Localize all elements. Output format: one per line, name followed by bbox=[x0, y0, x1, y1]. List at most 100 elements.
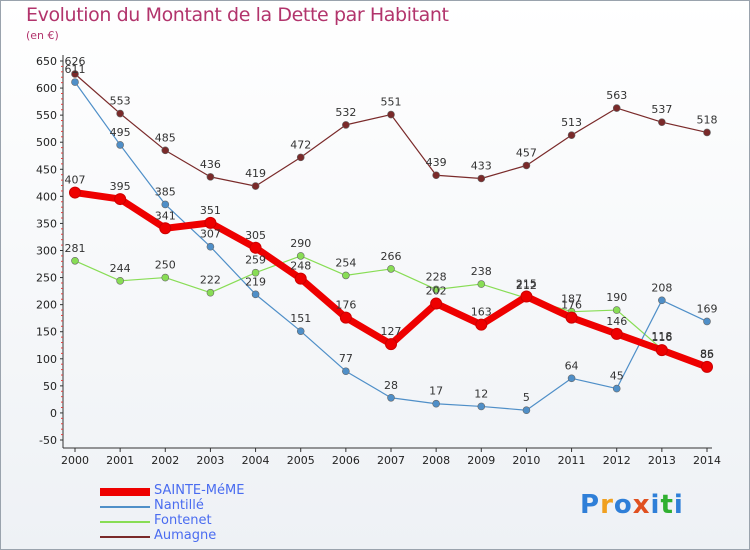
data-point bbox=[204, 216, 217, 229]
logo-letter: r bbox=[600, 490, 614, 520]
data-label: 86 bbox=[700, 347, 714, 360]
data-label: 163 bbox=[471, 306, 492, 319]
x-tick-label: 2005 bbox=[287, 454, 315, 467]
data-point bbox=[475, 318, 488, 331]
data-label: 45 bbox=[610, 370, 624, 383]
x-tick-label: 2006 bbox=[332, 454, 360, 467]
data-label: 238 bbox=[471, 265, 492, 278]
x-tick-label: 2001 bbox=[106, 454, 134, 467]
data-label: 127 bbox=[381, 325, 402, 338]
data-point bbox=[610, 327, 623, 340]
data-label: 551 bbox=[381, 96, 402, 109]
data-label: 190 bbox=[606, 291, 627, 304]
data-label: 244 bbox=[110, 262, 131, 275]
data-point bbox=[522, 406, 531, 415]
data-point bbox=[339, 311, 352, 324]
data-label: 250 bbox=[155, 259, 176, 272]
logo-letter: o bbox=[613, 490, 633, 520]
data-label: 28 bbox=[384, 379, 398, 392]
data-label: 457 bbox=[516, 146, 537, 159]
legend-swatch bbox=[100, 521, 150, 523]
data-label: 202 bbox=[426, 285, 447, 298]
data-point bbox=[71, 70, 79, 78]
x-tick-label: 2008 bbox=[422, 454, 450, 467]
y-tick-label: 650 bbox=[36, 55, 57, 68]
data-point bbox=[701, 360, 713, 373]
data-label: 12 bbox=[474, 387, 488, 400]
y-tick-label: 250 bbox=[36, 272, 57, 285]
y-tick-label: -50 bbox=[39, 434, 57, 447]
data-label: 341 bbox=[155, 209, 176, 222]
x-tick-label: 2011 bbox=[558, 454, 586, 467]
data-point bbox=[565, 311, 578, 324]
logo-letter: i bbox=[673, 490, 684, 520]
data-point bbox=[385, 338, 397, 351]
data-point bbox=[567, 374, 576, 383]
data-point bbox=[432, 285, 440, 294]
data-label: 518 bbox=[697, 113, 718, 126]
data-point bbox=[296, 153, 305, 162]
data-label: 266 bbox=[381, 250, 402, 263]
data-label: 407 bbox=[65, 174, 86, 187]
data-point bbox=[251, 268, 260, 277]
data-point bbox=[161, 273, 170, 282]
data-point bbox=[612, 306, 621, 314]
data-label: 385 bbox=[155, 185, 176, 198]
data-label: 64 bbox=[565, 359, 579, 372]
legend-item: Aumagne bbox=[100, 529, 320, 544]
data-point bbox=[161, 146, 170, 155]
data-label: 563 bbox=[606, 89, 627, 102]
logo-letter: x bbox=[632, 490, 651, 520]
x-tick-label: 2002 bbox=[151, 454, 179, 467]
data-label: 215 bbox=[516, 278, 537, 291]
logo-letter: i bbox=[650, 490, 661, 520]
x-tick-label: 2013 bbox=[648, 454, 676, 467]
data-point bbox=[658, 118, 666, 126]
data-point bbox=[703, 128, 711, 137]
data-point bbox=[114, 193, 127, 206]
data-point bbox=[430, 297, 443, 310]
data-label: 254 bbox=[335, 256, 356, 269]
data-label: 219 bbox=[245, 275, 266, 288]
data-point bbox=[71, 78, 79, 86]
legend-swatch bbox=[100, 506, 150, 508]
data-point bbox=[522, 161, 531, 170]
data-label: 513 bbox=[561, 116, 582, 129]
data-label: 532 bbox=[335, 106, 356, 119]
x-tick-label: 2004 bbox=[242, 454, 270, 467]
data-point bbox=[432, 171, 440, 180]
y-tick-label: 50 bbox=[43, 380, 57, 393]
data-label: 187 bbox=[561, 293, 582, 306]
data-point bbox=[703, 317, 711, 326]
data-point bbox=[206, 242, 215, 251]
data-point bbox=[655, 344, 668, 357]
data-label: 5 bbox=[523, 391, 530, 404]
data-label: 553 bbox=[110, 95, 131, 108]
data-point bbox=[206, 288, 215, 297]
data-point bbox=[161, 200, 170, 209]
data-label: 208 bbox=[651, 281, 672, 294]
data-label: 495 bbox=[110, 126, 131, 139]
data-point bbox=[116, 141, 124, 149]
data-point bbox=[387, 265, 395, 273]
legend-label: Aumagne bbox=[154, 528, 217, 543]
y-tick-label: 600 bbox=[36, 82, 57, 95]
legend-label: SAINTE-MéME bbox=[154, 483, 245, 498]
data-point bbox=[612, 384, 621, 393]
legend-label: Nantillé bbox=[154, 498, 204, 513]
data-label: 281 bbox=[65, 242, 86, 255]
data-point bbox=[294, 272, 307, 285]
data-point bbox=[342, 271, 350, 280]
x-tick-label: 2010 bbox=[512, 454, 540, 467]
data-label: 212 bbox=[516, 279, 537, 292]
y-tick-label: 150 bbox=[36, 326, 57, 339]
data-point bbox=[342, 367, 350, 376]
data-label: 151 bbox=[290, 312, 311, 325]
data-point bbox=[116, 277, 124, 285]
legend-item: SAINTE-MéME bbox=[100, 484, 320, 499]
legend-swatch bbox=[100, 488, 150, 496]
data-label: 146 bbox=[606, 315, 627, 328]
logo-letter: P bbox=[580, 490, 601, 520]
x-tick-label: 2014 bbox=[693, 454, 721, 467]
